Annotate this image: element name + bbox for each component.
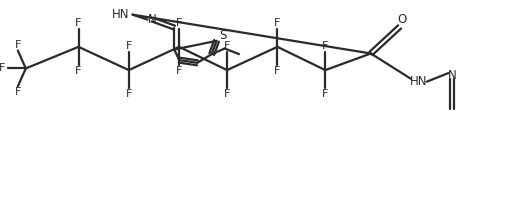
Text: F: F <box>15 40 21 50</box>
Text: F: F <box>224 41 230 51</box>
Text: F: F <box>176 18 183 28</box>
Text: F: F <box>322 89 329 99</box>
Text: N: N <box>148 13 157 26</box>
Text: HN: HN <box>112 8 129 21</box>
Text: F: F <box>274 66 280 76</box>
Text: O: O <box>397 13 406 27</box>
Text: F: F <box>274 18 280 28</box>
Text: F: F <box>75 66 81 76</box>
Text: F: F <box>224 89 230 99</box>
Text: F: F <box>322 41 329 51</box>
Text: F: F <box>126 89 132 99</box>
Text: F: F <box>176 66 183 76</box>
Text: S: S <box>219 29 226 42</box>
Text: F: F <box>15 87 21 97</box>
Text: F: F <box>75 18 81 28</box>
Text: F: F <box>0 63 5 73</box>
Text: N: N <box>448 69 457 82</box>
Text: HN: HN <box>410 75 427 88</box>
Text: F: F <box>126 41 132 51</box>
